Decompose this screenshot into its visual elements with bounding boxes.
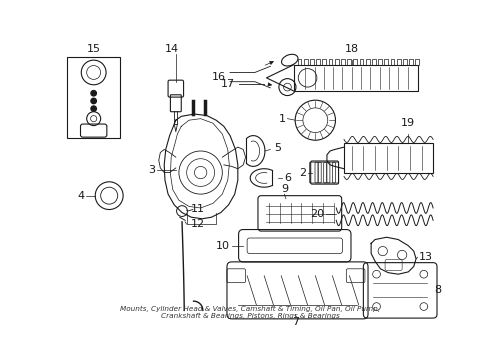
Text: 10: 10 [216, 241, 230, 251]
Circle shape [91, 106, 96, 111]
Text: 20: 20 [310, 209, 324, 219]
Text: 18: 18 [344, 44, 358, 54]
Text: 7: 7 [291, 317, 298, 327]
Bar [293, 65, 417, 91]
Text: 13: 13 [418, 252, 432, 262]
Bar [343, 143, 432, 172]
Text: 14: 14 [164, 44, 179, 54]
Circle shape [91, 98, 96, 104]
Text: 1: 1 [278, 114, 285, 123]
Text: 12: 12 [191, 219, 205, 229]
Text: 16: 16 [211, 72, 225, 82]
Text: 2: 2 [298, 167, 305, 177]
Bar [67, 57, 120, 138]
Text: 5: 5 [274, 143, 281, 153]
Text: 15: 15 [86, 44, 101, 54]
Text: 17: 17 [220, 79, 234, 89]
Text: 3: 3 [148, 165, 155, 175]
Text: 9: 9 [280, 184, 287, 194]
Circle shape [91, 91, 96, 96]
Text: 19: 19 [401, 118, 414, 128]
Text: 4: 4 [77, 191, 84, 201]
Text: Mounts, Cylinder Head & Valves, Camshaft & Timing, Oil Pan, Oil Pump,
Crankshaft: Mounts, Cylinder Head & Valves, Camshaft… [120, 306, 380, 319]
Text: 11: 11 [191, 204, 205, 214]
Text: 8: 8 [434, 285, 441, 294]
Text: 6: 6 [284, 173, 291, 183]
